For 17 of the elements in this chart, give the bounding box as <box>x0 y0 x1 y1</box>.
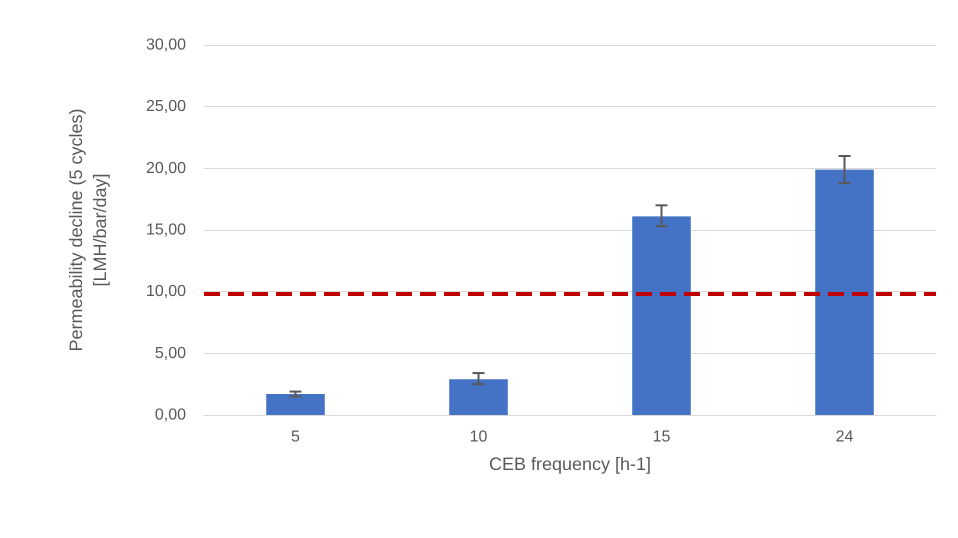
y-axis-title: Permeability decline (5 cycles) [LMH/bar/day] <box>66 108 110 352</box>
y-tick-label: 0,00 <box>154 406 186 424</box>
y-tick-label: 5,00 <box>154 344 186 362</box>
x-tick-label: 24 <box>836 428 854 446</box>
x-tick-label: 5 <box>291 428 300 446</box>
y-tick-label: 20,00 <box>146 160 186 177</box>
bar <box>449 379 508 415</box>
y-tick-label: 25,00 <box>146 98 186 116</box>
x-tick-label: 15 <box>652 428 670 446</box>
bar <box>815 170 874 415</box>
x-tick-label: 10 <box>470 428 488 446</box>
x-axis-title: CEB frequency [h-1] <box>488 454 652 474</box>
y-tick-label: 15,00 <box>146 222 186 238</box>
bar <box>266 394 325 415</box>
bar <box>632 216 691 415</box>
y-tick-label: 30,00 <box>146 36 186 54</box>
y-tick-label: 10,00 <box>146 283 186 300</box>
